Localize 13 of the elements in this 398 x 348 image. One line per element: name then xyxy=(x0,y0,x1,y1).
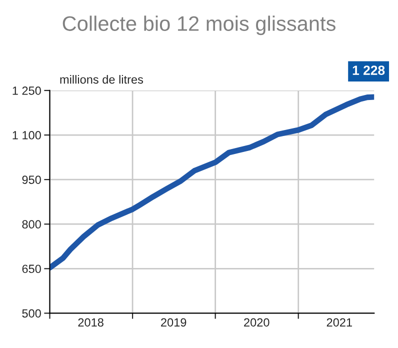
y-tick-label: 1 250 xyxy=(12,86,41,95)
y-tick-label: 950 xyxy=(22,176,41,184)
y-tick-label: 650 xyxy=(22,264,41,274)
annotation: 1 228 xyxy=(352,66,385,75)
x-tick-label: 2021 xyxy=(326,318,352,327)
y-tick-label: 1 100 xyxy=(12,131,41,140)
chart-title: Collecte bio 12 mois glissants xyxy=(62,16,336,36)
x-tick-label: 2020 xyxy=(244,318,270,327)
y-tick-label: 800 xyxy=(22,220,41,229)
y-tick-label: 500 xyxy=(22,309,41,318)
x-tick-label: 2019 xyxy=(161,318,186,327)
y-axis-title: millions de litres xyxy=(60,75,144,84)
x-tick-label: 2018 xyxy=(78,318,104,327)
